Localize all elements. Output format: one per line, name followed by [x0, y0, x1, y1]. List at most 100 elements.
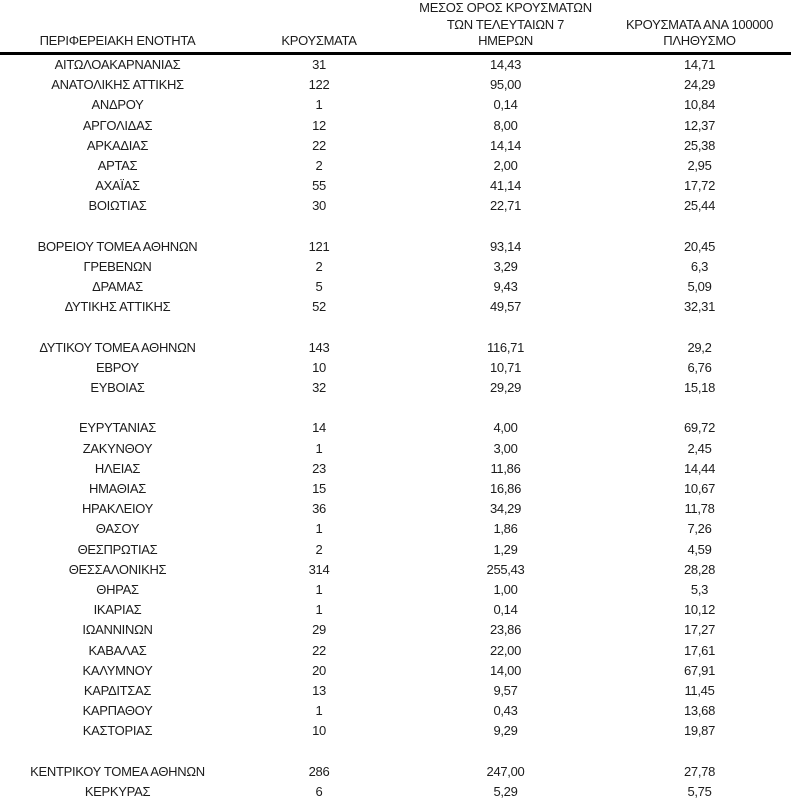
region-name-cell: ΔΥΤΙΚΟΥ ΤΟΜΕΑ ΑΘΗΝΩΝ	[39, 339, 196, 355]
cases-cell: 10	[312, 723, 326, 739]
table-row: ΘΑΣΟΥ 1 1,86 7,26	[0, 519, 791, 539]
per100k-cell: 12,37	[683, 117, 716, 133]
region-name-cell: ΔΡΑΜΑΣ	[92, 279, 143, 295]
table-row: ΚΑΣΤΟΡΙΑΣ 10 9,29 19,87	[0, 721, 791, 741]
per100k-cell: 10,67	[683, 481, 716, 497]
cases-cell: 15	[312, 481, 326, 497]
avg7-cell: 0,14	[493, 602, 518, 618]
region-name-cell: ΙΩΑΝΝΙΝΩΝ	[82, 622, 153, 638]
avg7-cell: 9,29	[493, 723, 518, 739]
cases-cell: 1	[315, 703, 323, 719]
region-name-cell: ΒΟΙΩΤΙΑΣ	[88, 198, 147, 214]
avg7-cell: 10,71	[489, 359, 522, 375]
per100k-cell: 25,44	[683, 198, 716, 214]
cases-cell: 314	[308, 561, 330, 577]
avg7-cell: 49,57	[489, 299, 522, 315]
table-row: ΑΡΤΑΣ 2 2,00 2,95	[0, 155, 791, 175]
table-row: ΚΑΡΠΑΘΟΥ 1 0,43 13,68	[0, 701, 791, 721]
group-spacer	[0, 741, 791, 761]
avg7-cell: 1,86	[493, 521, 518, 537]
region-name-cell: ΗΛΕΙΑΣ	[94, 460, 141, 476]
per100k-cell: 14,71	[683, 57, 716, 73]
per100k-cell: 15,18	[683, 380, 716, 396]
avg7-cell: 29,29	[489, 380, 522, 396]
avg7-cell: 9,43	[493, 279, 518, 295]
region-name-cell: ΙΚΑΡΙΑΣ	[93, 602, 142, 618]
cases-cell: 1	[315, 97, 323, 113]
region-name-cell: ΚΑΒΑΛΑΣ	[88, 642, 147, 658]
cases-cell: 29	[312, 622, 326, 638]
region-name-cell: ΖΑΚΥΝΘΟΥ	[82, 440, 153, 456]
region-name-cell: ΕΥΡΥΤΑΝΙΑΣ	[78, 420, 157, 436]
per100k-cell: 24,29	[683, 77, 716, 93]
table-row: ΕΒΡΟΥ 10 10,71 6,76	[0, 357, 791, 377]
cases-cell: 121	[308, 238, 330, 254]
avg7-cell: 0,43	[493, 703, 518, 719]
avg7-cell: 14,43	[489, 57, 522, 73]
region-name-cell: ΚΕΝΤΡΙΚΟΥ ΤΟΜΕΑ ΑΘΗΝΩΝ	[30, 763, 205, 779]
cases-cell: 13	[312, 682, 326, 698]
avg7-cell: 2,00	[493, 158, 518, 174]
cases-cell: 1	[315, 521, 323, 537]
per100k-cell: 14,44	[683, 460, 716, 476]
per100k-cell: 32,31	[683, 299, 716, 315]
region-name-cell: ΘΗΡΑΣ	[96, 581, 139, 597]
avg7-cell: 1,00	[493, 581, 518, 597]
table-row: ΚΕΡΚΥΡΑΣ 6 5,29 5,75	[0, 781, 791, 800]
table-row: ΕΥΡΥΤΑΝΙΑΣ 14 4,00 69,72	[0, 418, 791, 438]
table-row: ΘΕΣΠΡΩΤΙΑΣ 2 1,29 4,59	[0, 539, 791, 559]
avg7-cell: 247,00	[486, 763, 525, 779]
region-name-cell: ΕΥΒΟΙΑΣ	[90, 380, 145, 396]
group-spacer	[0, 216, 791, 236]
region-name-cell: ΒΟΡΕΙΟΥ ΤΟΜΕΑ ΑΘΗΝΩΝ	[37, 238, 198, 254]
avg7-cell: 22,00	[489, 642, 522, 658]
cases-cell: 5	[315, 279, 323, 295]
region-name-cell: ΑΡΚΑΔΙΑΣ	[86, 137, 149, 153]
per100k-cell: 19,87	[683, 723, 716, 739]
cases-cell: 6	[315, 783, 323, 799]
region-name-cell: ΕΒΡΟΥ	[96, 359, 139, 375]
per100k-cell: 11,45	[684, 682, 715, 698]
table-row: ΙΚΑΡΙΑΣ 1 0,14 10,12	[0, 600, 791, 620]
region-name-cell: ΚΑΣΤΟΡΙΑΣ	[82, 723, 153, 739]
table-row: ΓΡΕΒΕΝΩΝ 2 3,29 6,3	[0, 256, 791, 276]
table-row: ΚΑΒΑΛΑΣ 22 22,00 17,61	[0, 640, 791, 660]
avg7-cell: 8,00	[493, 117, 518, 133]
avg7-cell: 3,00	[493, 440, 518, 456]
column-header-cases: ΚΡΟΥΣΜΑΤΑ	[281, 33, 357, 48]
table-row: ΗΛΕΙΑΣ 23 11,86 14,44	[0, 458, 791, 478]
group-spacer	[0, 317, 791, 337]
cases-cell: 2	[315, 158, 323, 174]
table-row: ΑΙΤΩΛΟΑΚΑΡΝΑΝΙΑΣ 31 14,43 14,71	[0, 55, 791, 75]
region-name-cell: ΑΧΑΪΑΣ	[95, 178, 140, 194]
table-row: ΕΥΒΟΙΑΣ 32 29,29 15,18	[0, 378, 791, 398]
region-name-cell: ΘΕΣΣΑΛΟΝΙΚΗΣ	[68, 561, 167, 577]
per100k-cell: 2,45	[687, 440, 712, 456]
table-row: ΑΝΑΤΟΛΙΚΗΣ ΑΤΤΙΚΗΣ 122 95,00 24,29	[0, 75, 791, 95]
per100k-cell: 7,26	[687, 521, 712, 537]
table-row: ΑΧΑΪΑΣ 55 41,14 17,72	[0, 176, 791, 196]
per100k-cell: 6,76	[687, 359, 712, 375]
cases-cell: 143	[308, 339, 330, 355]
region-name-cell: ΘΑΣΟΥ	[95, 521, 140, 537]
avg7-cell: 34,29	[489, 501, 522, 517]
region-name-cell: ΑΝΔΡΟΥ	[91, 97, 144, 113]
table-row: ΔΥΤΙΚΟΥ ΤΟΜΕΑ ΑΘΗΝΩΝ 143 116,71 29,2	[0, 337, 791, 357]
avg7-cell: 116,71	[487, 339, 524, 355]
cases-cell: 1	[315, 440, 323, 456]
avg7-cell: 22,71	[489, 198, 522, 214]
table-row: ΑΡΓΟΛΙΔΑΣ 12 8,00 12,37	[0, 115, 791, 135]
avg7-cell: 11,86	[490, 460, 521, 476]
table-row: ΚΑΡΔΙΤΣΑΣ 13 9,57 11,45	[0, 680, 791, 700]
region-name-cell: ΑΙΤΩΛΟΑΚΑΡΝΑΝΙΑΣ	[54, 57, 181, 73]
region-name-cell: ΑΡΓΟΛΙΔΑΣ	[82, 117, 153, 133]
cases-cell: 36	[312, 501, 326, 517]
per100k-cell: 17,61	[683, 642, 716, 658]
cases-cell: 12	[312, 117, 326, 133]
region-name-cell: ΚΑΛΥΜΝΟΥ	[82, 662, 153, 678]
region-name-cell: ΔΥΤΙΚΗΣ ΑΤΤΙΚΗΣ	[64, 299, 171, 315]
per100k-cell: 17,27	[683, 622, 716, 638]
per100k-cell: 20,45	[683, 238, 716, 254]
avg7-cell: 14,14	[489, 137, 522, 153]
